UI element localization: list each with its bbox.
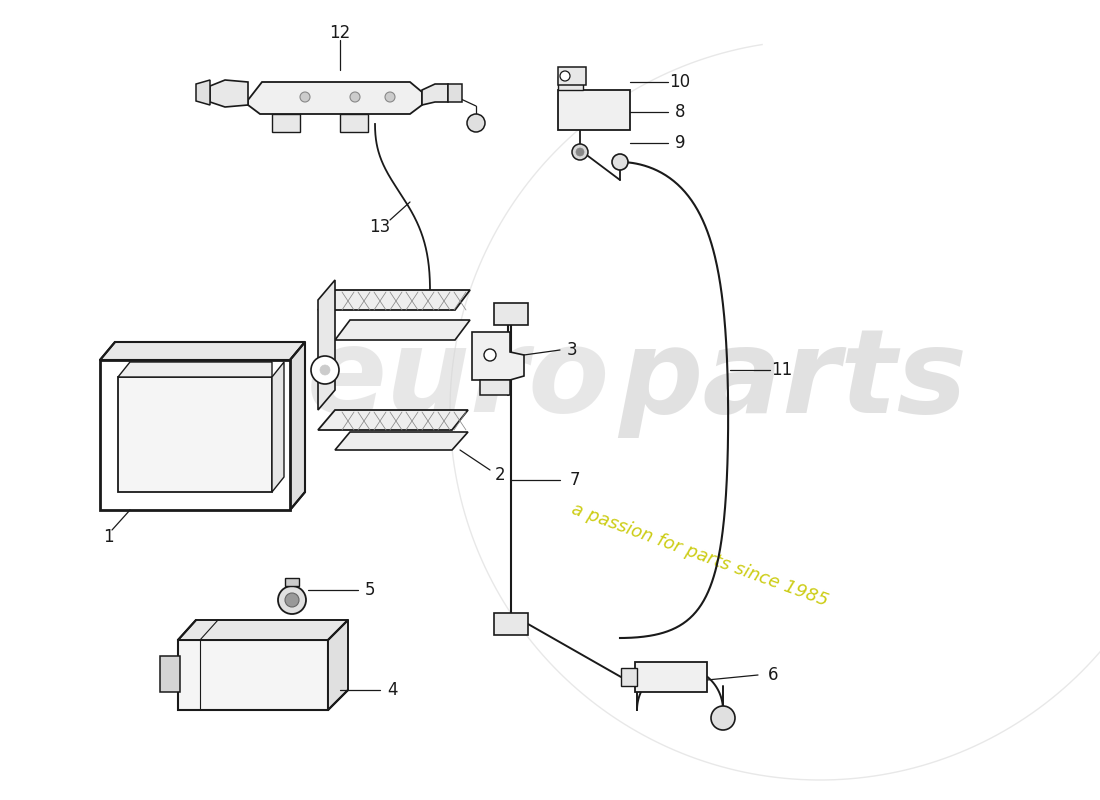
Polygon shape [472,332,524,380]
Bar [340,114,368,132]
Circle shape [576,148,584,156]
Circle shape [484,349,496,361]
Bar [480,380,510,395]
Polygon shape [290,342,305,510]
Polygon shape [210,80,248,107]
Polygon shape [178,620,348,640]
Circle shape [572,144,588,160]
Text: 3: 3 [566,341,578,359]
Bar [494,613,528,635]
Text: 13: 13 [370,218,390,236]
Circle shape [468,114,485,132]
Circle shape [320,365,330,375]
Circle shape [612,154,628,170]
Polygon shape [248,82,422,114]
Circle shape [560,71,570,81]
Text: 12: 12 [329,24,351,42]
Polygon shape [318,280,336,410]
Bar [118,377,272,492]
Polygon shape [100,342,305,360]
Circle shape [711,706,735,730]
Text: euro: euro [307,322,610,438]
Circle shape [350,92,360,102]
Polygon shape [336,320,470,340]
Text: 7: 7 [570,471,581,489]
Bar [272,114,300,132]
Text: 9: 9 [674,134,685,152]
Polygon shape [272,362,284,492]
Text: a passion for parts since 1985: a passion for parts since 1985 [569,500,830,610]
Text: 4: 4 [387,681,397,699]
Text: 5: 5 [365,581,375,599]
Polygon shape [196,80,210,105]
Bar [160,656,180,692]
Text: 10: 10 [670,73,691,91]
Circle shape [311,356,339,384]
Bar [100,360,290,510]
Polygon shape [318,410,468,430]
Circle shape [285,593,299,607]
Bar [558,67,586,85]
Bar [621,668,637,686]
Bar [285,578,299,586]
Text: 1: 1 [102,528,113,546]
Text: 2: 2 [495,466,505,484]
Bar [558,76,583,90]
Bar [635,662,707,692]
Polygon shape [336,432,468,450]
Text: 6: 6 [768,666,779,684]
Circle shape [278,586,306,614]
Text: 8: 8 [674,103,685,121]
Polygon shape [318,290,470,310]
Circle shape [300,92,310,102]
Bar [558,90,630,130]
Bar [178,640,328,710]
Bar [494,303,528,325]
Polygon shape [422,84,448,105]
Polygon shape [118,362,272,377]
Polygon shape [328,620,348,710]
Polygon shape [448,84,462,102]
Circle shape [385,92,395,102]
Text: parts: parts [618,322,967,438]
Text: 11: 11 [771,361,793,379]
